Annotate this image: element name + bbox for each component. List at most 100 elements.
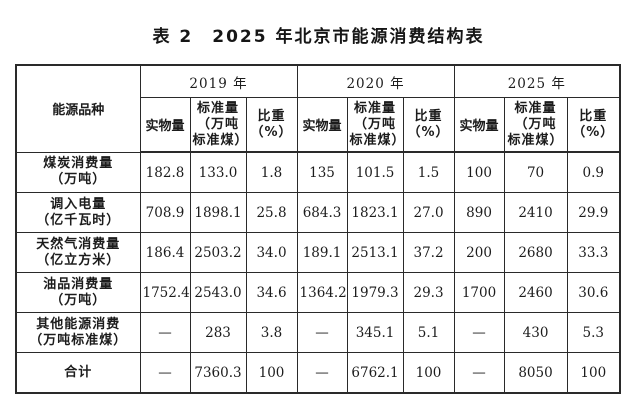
cell-value: — — [453, 312, 505, 353]
cell-value: 283 — [189, 312, 247, 353]
cell-value: 100 — [402, 352, 455, 394]
cell-value: 100 — [453, 151, 505, 193]
energy-consumption-table: 能源品种 2019 年 2020 年 2025 年 实物量 标准量 （万吨 标准… — [15, 64, 622, 394]
cell-value: 6762.1 — [346, 352, 404, 394]
cell-value: 2680 — [503, 232, 568, 273]
subheader-physical-2025: 实物量 — [453, 97, 505, 153]
subheader-line: （万吨 — [196, 116, 239, 132]
subheader-share-2019: 比重 （%） — [245, 97, 298, 153]
cell-value: 34.6 — [245, 272, 298, 313]
cell-value: 30.6 — [566, 272, 621, 313]
row-label: 调入电量 （亿千瓦时） — [15, 192, 141, 233]
cell-value: 27.0 — [402, 192, 455, 233]
cell-value: — — [296, 312, 348, 353]
subheader-line: 比重 — [414, 108, 443, 124]
subheader-line: 标准量 — [196, 100, 239, 116]
table-row-total: 合计 — 7360.3 100 — 6762.1 100 — 8050 100 — [15, 352, 621, 394]
subheader-line: （万吨 — [514, 116, 557, 132]
row-label: 合计 — [15, 352, 141, 394]
cell-value: 29.9 — [566, 192, 621, 233]
row-label: 其他能源消费 （万吨标准煤） — [15, 312, 141, 353]
cell-value: 3.8 — [245, 312, 298, 353]
cell-value: 200 — [453, 232, 505, 273]
cell-value: 25.8 — [245, 192, 298, 233]
cell-value: 0.9 — [566, 151, 621, 193]
subheader-line: （万吨 — [354, 116, 397, 132]
subheader-line: 标准煤） — [349, 132, 406, 148]
row-label-line: （万吨） — [50, 172, 107, 188]
cell-value: 7360.3 — [189, 352, 247, 394]
year-header-2025: 2025 年 — [453, 64, 621, 98]
table-title: 表 2 2025 年北京市能源消费结构表 — [152, 27, 485, 47]
row-label-line: 煤炭消费量 — [43, 156, 114, 172]
cell-value: — — [139, 312, 191, 353]
subheader-line: 比重 — [257, 108, 286, 124]
row-label: 煤炭消费量 （万吨） — [15, 151, 141, 193]
subheader-line: （%） — [250, 124, 293, 140]
row-label: 油品消费量 （万吨） — [15, 272, 141, 313]
row-label-line: （亿千瓦时） — [36, 212, 121, 228]
cell-value: — — [453, 352, 505, 394]
subheader-line: 标准煤） — [507, 132, 564, 148]
cell-value: 182.8 — [139, 151, 191, 193]
cell-value: 33.3 — [566, 232, 621, 273]
cell-value: 1.5 — [402, 151, 455, 193]
subheader-standard-2019: 标准量 （万吨 标准煤） — [189, 97, 249, 153]
subheader-standard-2025: 标准量 （万吨 标准煤） — [503, 97, 568, 153]
cell-value: 345.1 — [346, 312, 404, 353]
cell-value: 101.5 — [346, 151, 404, 193]
subheader-physical-2019: 实物量 — [139, 97, 191, 153]
row-label-line: （万吨标准煤） — [29, 332, 128, 348]
cell-value: 684.3 — [296, 192, 348, 233]
cell-value: 430 — [503, 312, 568, 353]
cell-value: 1.8 — [245, 151, 298, 193]
cell-value: 135 — [296, 151, 348, 193]
header-sub-row: 实物量 标准量 （万吨 标准煤） 比重 （%） 实物量 标准量 （万吨 标准煤） — [16, 97, 621, 153]
subheader-share-2025: 比重 （%） — [566, 97, 621, 153]
row-label-line: 天然气消费量 — [36, 236, 121, 252]
row-label-line: 其他能源消费 — [36, 316, 121, 332]
row-label-line: （万吨） — [50, 292, 107, 308]
corner-header-energy-type: 能源品种 — [15, 64, 141, 153]
cell-value: 29.3 — [402, 272, 455, 313]
cell-value: 70 — [503, 151, 568, 193]
subheader-line: 标准煤） — [192, 132, 249, 148]
table-row-electricity: 调入电量 （亿千瓦时） 708.9 1898.1 25.8 684.3 1823… — [15, 192, 621, 233]
cell-value: 100 — [566, 352, 621, 394]
cell-value: 2503.2 — [189, 232, 247, 273]
table-row-oil: 油品消费量 （万吨） 1752.4 2543.0 34.6 1364.2 197… — [15, 272, 621, 313]
table-row-coal: 煤炭消费量 （万吨） 182.8 133.0 1.8 135 101.5 1.5… — [15, 151, 621, 193]
row-label-line: （亿立方米） — [36, 252, 121, 268]
cell-value: 1752.4 — [139, 272, 191, 313]
cell-value: 890 — [453, 192, 505, 233]
cell-value: 1823.1 — [346, 192, 404, 233]
subheader-line: （%） — [407, 124, 450, 140]
cell-value: 2543.0 — [189, 272, 247, 313]
cell-value: 5.3 — [566, 312, 621, 353]
subheader-standard-2020: 标准量 （万吨 标准煤） — [346, 97, 406, 153]
header-year-row: 能源品种 2019 年 2020 年 2025 年 — [15, 64, 621, 153]
cell-value: 189.1 — [296, 232, 348, 273]
row-label-line: 合计 — [64, 364, 93, 380]
cell-value: — — [296, 352, 348, 394]
subheader-share-2020: 比重 （%） — [402, 97, 455, 153]
row-label-line: 调入电量 — [50, 196, 107, 212]
cell-value: 708.9 — [139, 192, 191, 233]
cell-value: 1700 — [453, 272, 505, 313]
cell-value: 100 — [245, 352, 298, 394]
cell-value: 2410 — [503, 192, 568, 233]
row-label-line: 油品消费量 — [43, 276, 114, 292]
cell-value: 8050 — [503, 352, 568, 394]
subheader-line: （%） — [572, 124, 615, 140]
year-header-2020: 2020 年 — [296, 64, 455, 98]
cell-value: 5.1 — [402, 312, 455, 353]
cell-value: 2513.1 — [346, 232, 404, 273]
cell-value: 37.2 — [402, 232, 455, 273]
subheader-physical-2020: 实物量 — [296, 97, 348, 153]
cell-value: 2460 — [503, 272, 568, 313]
cell-value: 34.0 — [245, 232, 298, 273]
cell-value: 186.4 — [139, 232, 191, 273]
cell-value: 1898.1 — [189, 192, 247, 233]
cell-value: — — [139, 352, 191, 394]
subheader-line: 标准量 — [514, 100, 557, 116]
